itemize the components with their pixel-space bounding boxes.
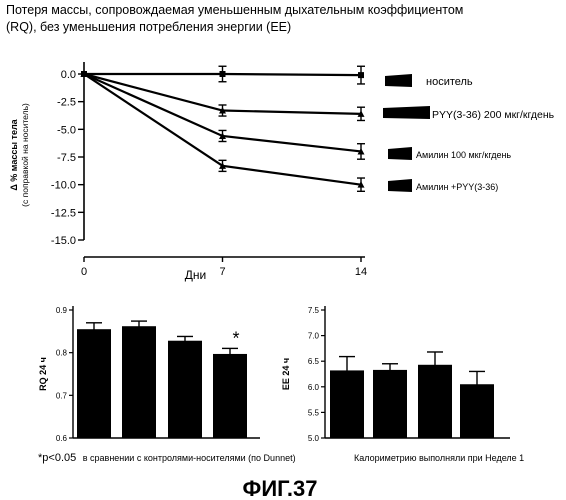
- line-x-tick-label: 0: [81, 266, 87, 278]
- legend-label-vehicle: носитель: [426, 76, 473, 88]
- legend-swatch: [385, 74, 412, 87]
- rq-bar-chart: RQ 24 ч 0.9 0.8 0.7 0.6 *: [38, 306, 260, 443]
- bar-y-tick-label: 0.6: [56, 434, 68, 443]
- legend-swatch: [388, 179, 412, 192]
- bar-1: [373, 370, 407, 438]
- footnote-significance: *p<0.05: [38, 452, 76, 464]
- footnote-left: *p<0.05 в сравнении с контролями-носител…: [38, 452, 296, 464]
- rq-y-axis-label: RQ 24 ч: [38, 357, 48, 391]
- bar-y-tick-label: 5.5: [308, 408, 320, 417]
- legend-swatch: [388, 147, 412, 160]
- legend-label-amylin: Амилин 100 мкг/кгдень: [416, 150, 511, 160]
- ee-y-axis-label: EE 24 ч: [281, 358, 291, 390]
- line-x-tick-label: 7: [219, 266, 225, 278]
- bar-y-tick-label: 6.5: [308, 357, 320, 366]
- line-y-tick-label: -12.5: [51, 207, 76, 219]
- bar-y-tick-label: 7.0: [308, 332, 320, 341]
- bar-y-tick-label: 7.5: [308, 306, 320, 315]
- line-y-tick-label: -15.0: [51, 235, 76, 247]
- bar-3: [460, 384, 494, 438]
- line-y-tick-label: 0.0: [61, 69, 76, 81]
- bar-y-tick-label: 0.8: [56, 349, 68, 358]
- bar-2: [168, 341, 202, 438]
- line-y-tick-label: -10.0: [51, 180, 76, 192]
- footnote-right: Калориметрию выполняли при Неделе 1: [354, 453, 524, 463]
- line-point: [220, 71, 226, 77]
- line-point: [358, 72, 364, 78]
- line-y-axis-sublabel: (с поправкой на носитель): [20, 103, 30, 207]
- bar-2: [418, 365, 452, 438]
- bar-0: [77, 329, 111, 438]
- figure-caption: ФИГ.37: [243, 476, 318, 500]
- line-y-tick-label: -5.0: [57, 124, 76, 136]
- bar-0: [330, 370, 364, 438]
- footnote-comparison: в сравнении с контролями-носителями (по …: [83, 453, 296, 463]
- legend-label-pyy: PYY(3-36) 200 мкг/кгдень: [432, 109, 555, 121]
- line-x-axis-label: Дни: [185, 268, 206, 282]
- legend-swatch: [383, 106, 430, 119]
- figure-title-line-1: Потеря массы, сопровождаемая уменьшенным…: [6, 3, 463, 17]
- line-x-tick-label: 14: [355, 266, 367, 278]
- bar-1: [122, 326, 156, 438]
- line-y-axis-label: Δ % массы тела: [9, 118, 19, 190]
- line-y-tick-label: -2.5: [57, 97, 76, 109]
- significance-star: *: [232, 328, 239, 348]
- line-y-tick-label: -7.5: [57, 152, 76, 164]
- bar-3: [213, 354, 247, 438]
- ee-bar-chart: EE 24 ч 7.5 7.0 6.5 6.0 5.5 5.0: [281, 306, 510, 443]
- bar-y-tick-label: 0.9: [56, 306, 68, 315]
- weight-loss-line-chart: Δ % массы тела (с поправкой на носитель)…: [9, 62, 555, 282]
- legend-label-combo: Амилин +PYY(3-36): [416, 182, 498, 192]
- bar-y-tick-label: 6.0: [308, 383, 320, 392]
- figure-title-line-2: (RQ), без уменьшения потребления энергии…: [6, 20, 291, 34]
- bar-y-tick-label: 0.7: [56, 391, 68, 400]
- bar-y-tick-label: 5.0: [308, 434, 320, 443]
